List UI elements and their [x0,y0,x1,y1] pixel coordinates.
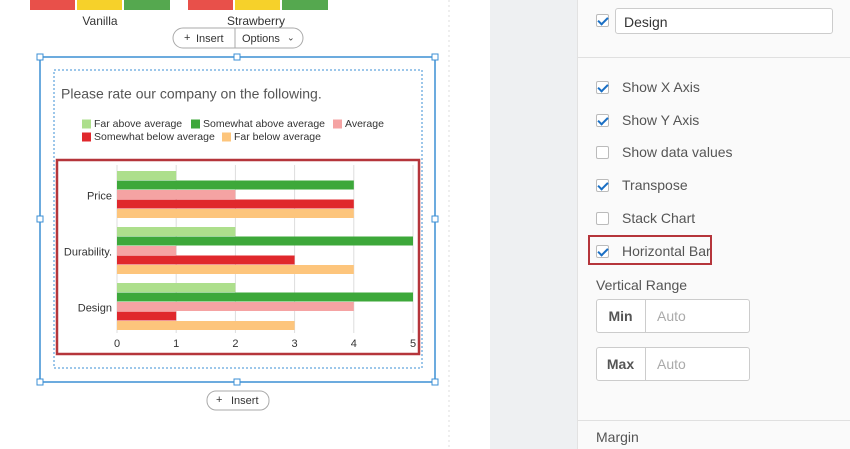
settings-panel: Design Show X Axis Show Y Axis Show data v… [577,0,850,449]
field-label: Max [596,347,646,381]
x-tick-label: 4 [351,338,357,350]
section-label: Vertical Range [596,277,688,293]
text-input[interactable]: Design [615,8,833,34]
legend-swatch [82,132,91,142]
bar [117,199,354,209]
option-label[interactable]: Stack Chart [622,209,696,226]
icon: ⌄ [287,32,295,42]
checkbox[interactable] [596,146,609,160]
legend-label: Far above average [94,118,182,130]
checkbox[interactable] [596,244,609,258]
separator [578,420,850,421]
y-tick-label: Durability. [64,247,112,259]
option-label[interactable]: Show X Axis [622,79,700,95]
legend-label: Average [345,118,384,130]
legend-label: Somewhat above average [203,118,325,130]
checkbox[interactable] [596,113,609,127]
swatch [282,0,328,10]
swatch [124,0,170,10]
x-tick-label: 1 [173,338,179,350]
legend-swatch [82,119,91,129]
highlight [55,158,421,356]
bar [117,209,354,218]
checkbox[interactable] [596,81,609,94]
bar [117,255,295,265]
legend-swatch [333,119,342,129]
icon[interactable]: + [184,32,190,44]
legend-swatch [222,132,231,142]
bar [117,283,236,292]
checkbox[interactable] [596,179,609,193]
x-tick-label: 5 [410,338,416,350]
bar [117,292,413,302]
bar [117,227,236,236]
y-tick-label: Design [78,303,112,315]
swatch [30,0,75,10]
legend-label: Somewhat below average [94,131,215,143]
swatch [235,0,280,10]
option-label[interactable]: Transpose [622,177,688,194]
button[interactable]: Options [242,33,280,45]
label: Strawberry [227,14,285,28]
swatch [77,0,122,10]
button[interactable]: Insert [196,33,224,45]
placeholder: Auto [657,356,686,372]
placeholder: Auto [657,308,686,324]
button-group [172,27,304,49]
handles [36,53,439,386]
option-label[interactable]: Horizontal Bar [622,242,711,259]
legend-swatch [191,119,200,129]
bar [117,302,354,311]
x-tick-label: 0 [114,338,120,350]
bar [117,246,177,255]
selection [39,56,436,383]
plot: Far above average Somewhat above average A… [64,118,416,350]
option-label[interactable]: Show data values [622,144,733,161]
swatch [188,0,233,10]
bar [117,180,354,190]
button-frame [206,390,270,411]
bar [117,190,236,199]
checkbox[interactable] [596,14,609,27]
bar [117,265,354,274]
highlight [588,234,712,265]
bar [117,311,177,321]
icon[interactable]: + [216,394,222,406]
bar [117,171,177,180]
button[interactable]: Insert [231,395,259,407]
chart-title: Please rate our company on the following… [61,86,322,102]
legend-label: Far below average [234,131,321,143]
y-tick-label: Price [87,191,112,203]
checkbox[interactable] [596,211,609,225]
range-input[interactable] [596,347,750,381]
range-input[interactable] [596,299,750,333]
label: Vanilla [82,14,117,28]
bar [117,321,295,330]
section-label: Margin [596,429,639,445]
x-tick-label: 3 [292,338,298,350]
bar [117,236,413,246]
gutter [490,0,577,449]
option-label[interactable]: Show Y Axis [622,111,700,128]
canvas: Vanilla Strawberry + Insert Options ⌄ Pl… [30,0,450,449]
separator [578,57,850,58]
x-tick-label: 2 [232,338,238,350]
field-label: Min [596,299,646,333]
inner-frame [53,69,423,369]
